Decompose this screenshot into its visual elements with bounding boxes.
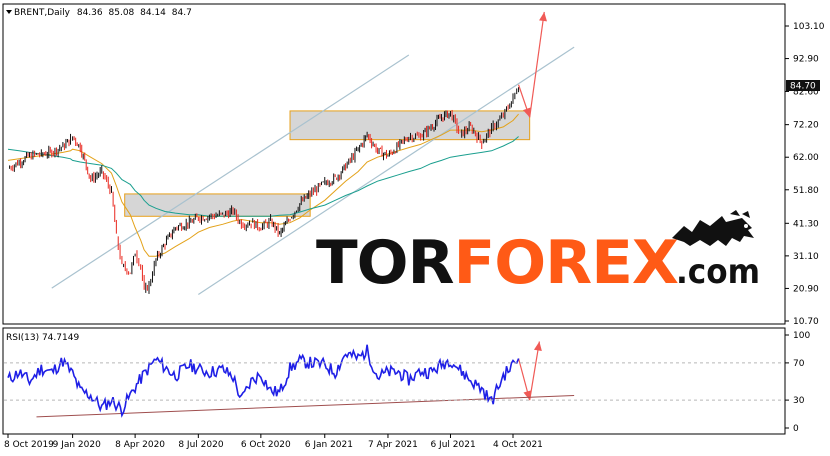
- price-forecast-arrow-head: [539, 11, 547, 22]
- time-tick-label: 6 Jul 2021: [430, 440, 475, 450]
- support-zone: [124, 193, 311, 217]
- time-tick-label: 8 Apr 2020: [115, 440, 165, 450]
- rsi-tick-label: 30: [793, 396, 805, 406]
- channel-line: [51, 54, 410, 289]
- price-forecast-arrow-head: [522, 107, 531, 118]
- last-price-marker: 84.70: [786, 80, 820, 92]
- bull-logo-icon: [672, 210, 754, 246]
- last-price-label: 84.70: [790, 82, 816, 92]
- trend-channel: [51, 46, 575, 296]
- time-tick-label: 6 Jan 2021: [305, 440, 353, 450]
- time-tick-label: 4 Oct 2021: [493, 440, 543, 450]
- torforex-watermark: TORFOREX .com: [316, 210, 760, 298]
- time-tick-label: 9 Jan 2020: [53, 440, 101, 450]
- price-panel: [2, 3, 786, 325]
- rsi-panel: [2, 327, 786, 435]
- rsi-tick-label: 70: [793, 359, 805, 369]
- price-tick-label: 103.10: [793, 22, 825, 32]
- watermark-dotcom: .com: [676, 252, 760, 292]
- price-tick-label: 41.30: [793, 219, 819, 229]
- rsi-series: [7, 344, 575, 418]
- moving-average-line: [7, 136, 519, 217]
- support-zone: [289, 110, 531, 141]
- price-tick-label: 92.90: [793, 55, 819, 65]
- time-tick-label: 8 Oct 2019: [4, 440, 54, 450]
- price-tick-label: 72.20: [793, 121, 819, 131]
- price-tick-label: 20.90: [793, 284, 819, 294]
- watermark-forex: FOREX: [454, 228, 679, 298]
- svg-text:TORFOREX: TORFOREX: [316, 228, 679, 298]
- rsi-forecast-arrow-head: [533, 341, 542, 352]
- symbol-header: BRENT,Daily 84.36 85.08 84.14 84.7: [14, 8, 192, 18]
- rsi-line: [7, 344, 520, 418]
- watermark-tor: TOR: [316, 228, 454, 298]
- menu-triangle-icon[interactable]: [6, 10, 12, 14]
- price-tick-label: 10.70: [793, 317, 819, 327]
- price-y-axis: 103.10 92.90 82.60 72.20 62.00 51.80 41.30 31.1…: [785, 22, 825, 327]
- rsi-forecast-arrow: [529, 341, 540, 401]
- price-tick-label: 51.80: [793, 186, 819, 196]
- time-tick-label: 6 Oct 2020: [241, 440, 291, 450]
- price-tick-label: 31.10: [793, 252, 819, 262]
- price-candles: [9, 87, 520, 294]
- price-tick-label: 82.60: [793, 87, 819, 97]
- price-forecast-arrow: [529, 11, 545, 118]
- time-tick-label: 8 Jul 2020: [178, 440, 223, 450]
- rsi-tick-label: 100: [793, 331, 810, 341]
- forecast-arrows: [517, 11, 547, 401]
- channel-line: [198, 46, 575, 296]
- price-tick-label: 62.00: [793, 153, 819, 163]
- rsi-y-axis: 100 70 30 0: [4, 331, 810, 434]
- rsi-tick-label: 0: [793, 424, 799, 434]
- time-tick-label: 7 Apr 2021: [368, 440, 418, 450]
- rsi-label: RSI(13) 74.7149: [6, 333, 79, 343]
